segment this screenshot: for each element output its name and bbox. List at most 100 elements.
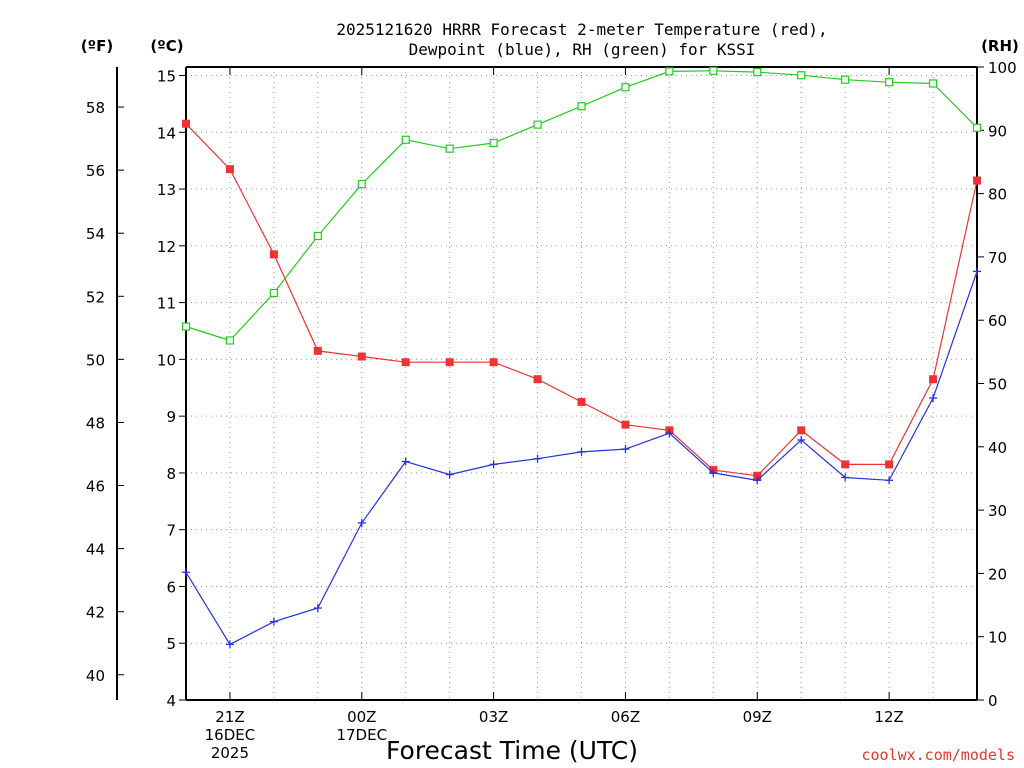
rh-point [533,120,542,129]
x-axis-title: Forecast Time (UTC) [386,736,638,765]
celsius-tick-label: 10 [157,351,176,369]
fahrenheit-tick-label: 52 [86,288,105,306]
fahrenheit-tick-label: 48 [86,414,105,432]
x-tick-label: 21Z [215,708,244,726]
temperature-point [577,397,586,406]
temperature-point [445,358,454,367]
celsius-tick-label: 11 [157,295,176,313]
rh-tick-label: 60 [988,312,1007,330]
fahrenheit-tick-label: 40 [86,667,105,685]
celsius-tick-label: 4 [166,692,176,710]
fahrenheit-tick-label: 58 [86,99,105,117]
celsius-tick-label: 7 [166,522,176,540]
dewpoint-point [489,460,498,469]
rh-point [401,135,410,144]
temperature-point [225,165,234,174]
rh-tick-label: 90 [988,122,1007,140]
x-tick-label: 03Z [479,708,508,726]
celsius-tick-label: 15 [157,68,176,86]
celsius-axis-label: (ºC) [150,37,183,55]
celsius-tick-label: 5 [166,635,176,653]
dewpoint-point [225,640,234,649]
temperature-point [357,352,366,361]
rh-tick-label: 40 [988,439,1007,457]
rh-tick-label: 70 [988,249,1007,267]
fahrenheit-axis-label: (ºF) [81,37,113,55]
celsius-tick-label: 8 [166,465,176,483]
rh-point [181,322,191,331]
temperature-point [841,460,850,469]
temperature-point [753,471,762,480]
x-tick-label: 12Z [874,708,903,726]
dewpoint-point [665,429,674,438]
credit-link[interactable]: coolwx.com/models [861,746,1015,764]
rh-series-line [185,70,978,342]
rh-point [665,67,674,76]
dewpoint-point [357,518,366,527]
x-tick-label: 16DEC [205,726,256,744]
tick-labels: 4567891011121314154042444648505254565801… [86,59,1017,762]
rh-point [313,231,322,241]
fahrenheit-tick-label: 44 [86,541,105,559]
x-tick-label: 2025 [211,744,249,762]
rh-point [928,79,938,88]
rh-point [621,83,630,92]
temperature-point [885,460,894,469]
fahrenheit-tick-label: 42 [86,604,105,622]
x-tick-label: 00Z [347,708,376,726]
dewpoint-point [269,617,278,626]
rh-point [972,123,982,132]
fahrenheit-tick-label: 46 [86,478,105,496]
fahrenheit-tick-label: 56 [86,162,105,180]
rh-point [797,71,806,80]
celsius-tick-label: 12 [157,238,176,256]
chart-title-line-1: 2025121620 HRRR Forecast 2-meter Tempera… [336,20,827,39]
x-tick-label: 17DEC [336,726,387,744]
rh-point [445,144,454,153]
temperature-point [182,119,190,128]
rh-point [489,138,498,148]
rh-point [577,102,586,111]
rh-point [225,336,235,345]
rh-point [841,75,850,84]
dewpoint-point [709,468,718,477]
rh-tick-label: 50 [988,376,1007,394]
dewpoint-point [401,457,410,466]
dewpoint-point [797,435,806,444]
x-tick-label: 06Z [611,708,640,726]
dewpoint-point [885,476,894,485]
rh-point [885,78,894,87]
rh-tick-label: 0 [988,692,998,710]
temperature-point [621,420,630,429]
series-layer [181,66,982,649]
temperature-point [797,426,806,435]
rh-tick-label: 20 [988,565,1007,583]
temperature-point [269,250,278,259]
rh-point [753,67,762,77]
rh-axis-label: (RH) [981,37,1019,55]
celsius-tick-label: 14 [157,124,176,142]
dewpoint-point [621,445,630,454]
rh-tick-label: 10 [988,629,1007,647]
fahrenheit-tick-label: 50 [86,351,105,369]
rh-point [709,66,718,75]
temperature-point [973,176,981,185]
temperature-point [489,358,498,367]
temperature-point [929,375,938,384]
chart-title-line-2: Dewpoint (blue), RH (green) for KSSI [409,40,756,59]
celsius-tick-label: 9 [166,408,176,426]
dewpoint-point [577,447,586,456]
rh-point [269,288,278,298]
rh-tick-label: 80 [988,186,1007,204]
temperature-point [401,358,410,367]
dewpoint-point [445,470,454,479]
dewpoint-point [753,476,762,485]
dewpoint-point [973,267,981,276]
grid [186,67,977,701]
axes [116,66,984,701]
fahrenheit-tick-label: 54 [86,225,105,243]
celsius-tick-label: 13 [157,181,176,199]
dewpoint-point [182,568,190,577]
dewpoint-point [929,393,938,402]
dewpoint-point [841,473,850,482]
